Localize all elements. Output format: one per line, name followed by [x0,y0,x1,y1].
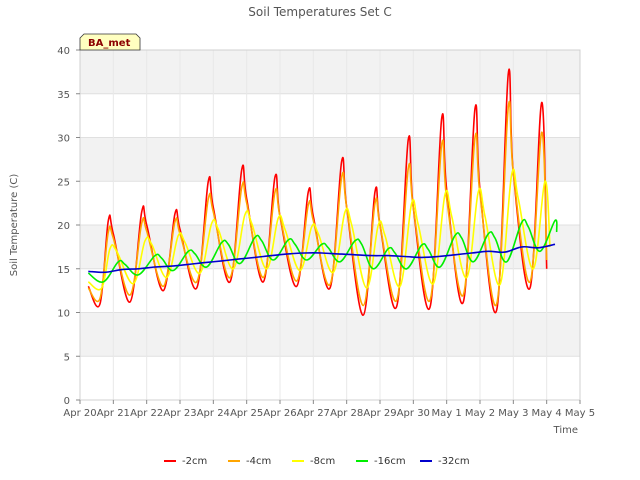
y-axis-ticks: 0 5 10 15 20 25 30 35 40 [57,46,80,407]
x-tick-label: Apr 23 [163,408,196,419]
legend-label: -16cm [374,456,406,467]
legend: -2cm -4cm -8cm -16cm -32cm [164,456,470,467]
legend-label: -32cm [438,456,470,467]
series-line-16cmcm [87,218,558,283]
y-axis-title: Soil Temperature (C) [9,174,20,277]
site-badge-box [79,33,141,51]
x-tick-label: Apr 27 [297,408,330,419]
x-axis-ticks: Apr 20 Apr 21 Apr 22 Apr 23 Apr 24 Apr 25 Apr … [63,400,595,419]
y-tick-label: 10 [57,309,70,320]
y-tick-label: 5 [64,352,70,363]
y-tick-label: 20 [57,221,70,232]
x-tick-label: May 4 [532,408,562,419]
plot-band [80,137,580,182]
series-lines [87,68,558,316]
chart-title: Soil Temperatures Set C [248,5,391,19]
series-line-4cmcm [87,100,548,307]
x-axis-title: Time [553,425,578,436]
x-tick-label: Apr 20 [63,408,96,419]
x-tick-label: Apr 30 [397,408,430,419]
y-tick-label: 30 [57,134,70,145]
y-tick-label: 0 [64,396,70,407]
legend-label: -8cm [310,456,335,467]
x-tick-label: Apr 25 [230,408,263,419]
x-tick-label: Apr 29 [363,408,396,419]
x-tick-label: Apr 26 [263,408,296,419]
legend-label: -4cm [246,456,271,467]
x-tick-label: Apr 21 [97,408,130,419]
plot-band [80,312,580,357]
x-tick-label: Apr 24 [197,408,230,419]
x-tick-label: May 2 [465,408,495,419]
plot-bands [80,50,580,357]
y-tick-label: 35 [57,90,70,101]
site-badge: BA_met [79,33,141,51]
x-tick-label: May 1 [432,408,462,419]
series-line-32cmcm [88,243,556,274]
y-tick-label: 25 [57,177,70,188]
y-tick-label: 15 [57,265,70,276]
x-tick-label: May 5 [565,408,595,419]
plot-band [80,50,580,94]
site-badge-label: BA_met [88,38,131,49]
x-tick-label: May 3 [498,408,528,419]
x-tick-label: Apr 28 [330,408,363,419]
x-tick-label: Apr 22 [130,408,163,419]
legend-label: -2cm [182,456,207,467]
y-tick-label: 40 [57,46,70,57]
